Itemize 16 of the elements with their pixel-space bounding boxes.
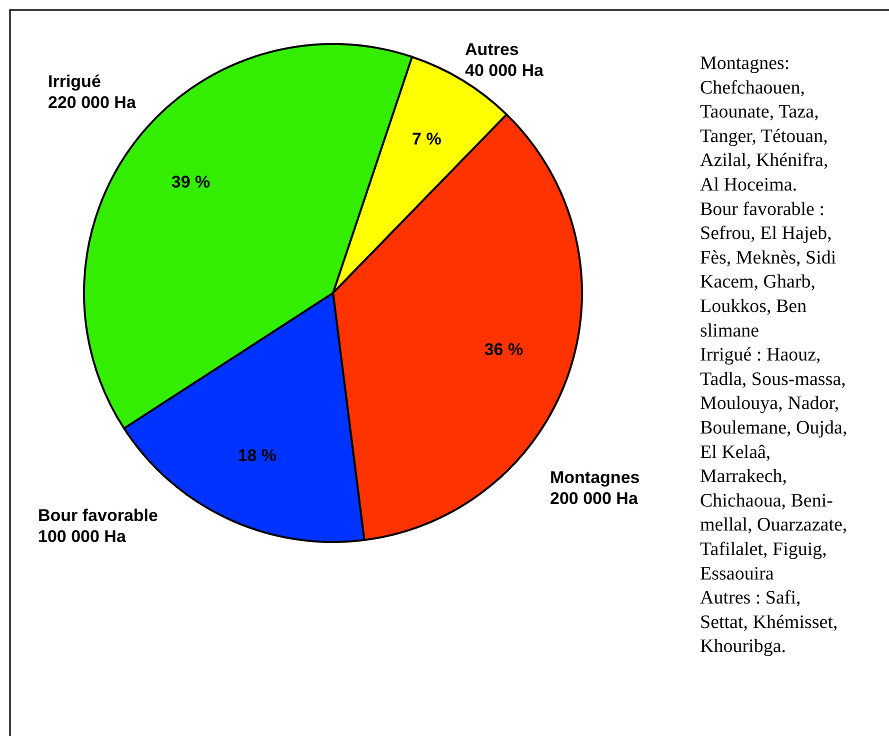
data-label: 100 000 Ha (38, 527, 126, 546)
slice-label: Autres (465, 40, 519, 59)
text: 18 % (238, 446, 277, 466)
slice-label: Montagnes (550, 468, 640, 487)
text: 36 % (484, 340, 524, 360)
data-label: 40 000 Ha (465, 61, 544, 80)
slice-label: Irrigué (48, 72, 101, 91)
text: Montagnes: Chefchaouen, Taounate, Taza, Tanger, Tétouan, Azilal, Khénifra, Al Hoceima. (700, 53, 828, 196)
data-label: 220 000 Ha (48, 93, 136, 112)
text: Bour favorable : Sefrou, El Hajeb, Fès, Meknès, Sidi Kacem, Gharb, Loukkos, Ben slimane (700, 198, 836, 342)
text: Irrigué : Haouz, Tadla, Sous-massa, Moulouya, Nador, Boulemane, Oujda, El Kelaâ, Marrakech, Chichaoua, Beni-mellal, Ouarzazate, Tafilalet, Figuig, Essaouira (700, 344, 848, 584)
text: 39 % (171, 172, 210, 192)
text: Autres : Safi, Settat, Khémisset, Khouribga. (700, 588, 838, 658)
slice-label: Bour favorable (38, 506, 158, 525)
data-label: 200 000 Ha (550, 489, 638, 508)
text: 7 % (412, 129, 442, 148)
